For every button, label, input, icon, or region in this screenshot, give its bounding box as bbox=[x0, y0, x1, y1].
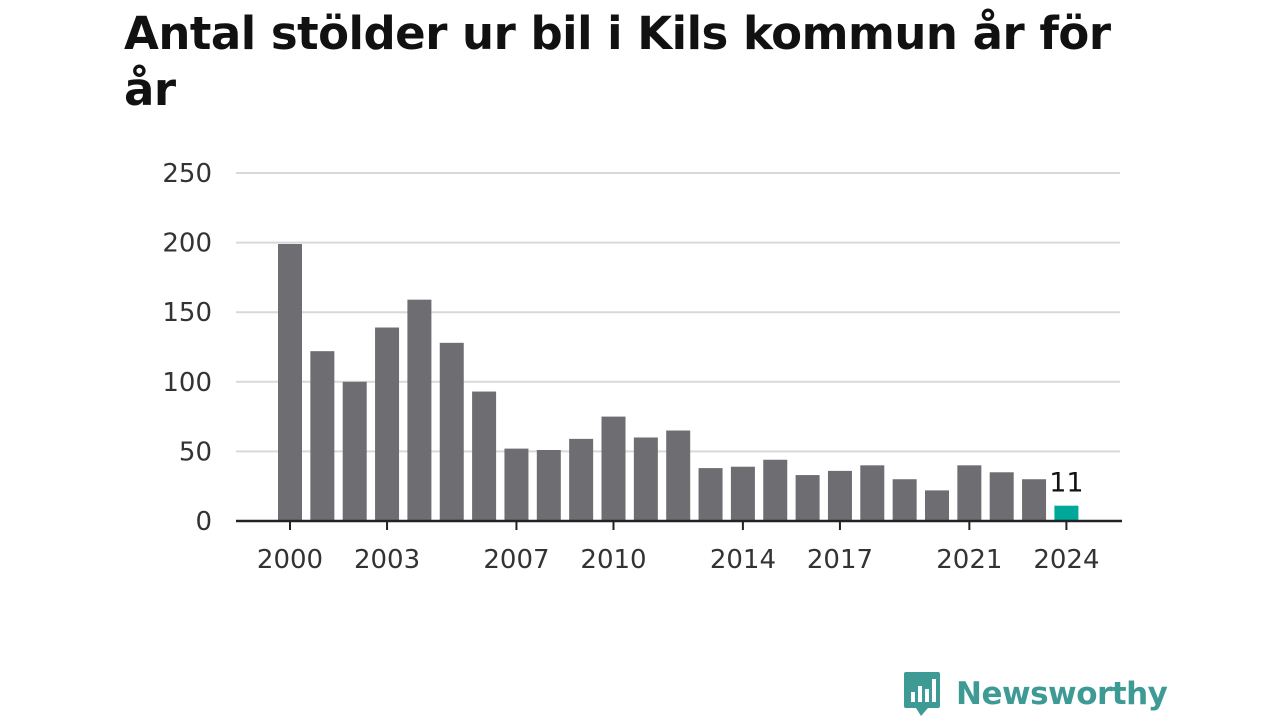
bars bbox=[278, 243, 1079, 521]
x-axis-tick-labels: 2000 2003 2007 2010 2014 2017 2021 2024 bbox=[257, 545, 1100, 575]
bar bbox=[569, 438, 594, 521]
x-tick-label: 2017 bbox=[807, 545, 873, 575]
bar bbox=[504, 448, 529, 521]
y-tick-label: 150 bbox=[162, 298, 212, 328]
bar bbox=[1054, 505, 1079, 521]
bar bbox=[407, 299, 432, 521]
x-tick-label: 2007 bbox=[483, 545, 549, 575]
y-tick-label: 250 bbox=[162, 159, 212, 189]
bar bbox=[633, 437, 658, 521]
bar bbox=[439, 342, 464, 521]
x-tick-label: 2024 bbox=[1033, 545, 1099, 575]
bar bbox=[666, 430, 691, 521]
bar bbox=[472, 391, 497, 521]
bar bbox=[763, 459, 788, 521]
bar bbox=[957, 465, 982, 521]
bar bbox=[310, 351, 335, 521]
bar bbox=[342, 381, 367, 521]
data-label: 11 bbox=[1049, 468, 1083, 499]
gridlines bbox=[236, 172, 1120, 453]
bar bbox=[860, 465, 885, 521]
bar bbox=[892, 479, 917, 521]
bar bbox=[795, 475, 820, 521]
bar bbox=[989, 472, 1014, 521]
bar bbox=[925, 490, 949, 521]
data-labels: 11 bbox=[1049, 468, 1083, 499]
bar bbox=[536, 450, 561, 521]
bar bbox=[1022, 479, 1047, 521]
x-tick-label: 2010 bbox=[580, 545, 646, 575]
bar bbox=[375, 327, 400, 521]
bar bbox=[278, 243, 302, 521]
x-axis bbox=[236, 519, 1122, 530]
bar bbox=[827, 470, 852, 521]
newsworthy-logo-icon bbox=[904, 672, 940, 716]
bar-chart: 0 50 100 150 200 250 2000 2003 2007 2010 2014 2017… bbox=[162, 159, 1122, 575]
bar bbox=[730, 466, 755, 521]
y-tick-label: 200 bbox=[162, 229, 212, 259]
y-tick-label: 0 bbox=[195, 507, 212, 537]
x-tick-label: 2000 bbox=[257, 545, 323, 575]
y-tick-label: 50 bbox=[179, 437, 212, 467]
bar bbox=[698, 468, 723, 521]
brand-name: Newsworthy bbox=[956, 676, 1168, 712]
y-tick-label: 100 bbox=[162, 368, 212, 398]
y-axis-tick-labels: 0 50 100 150 200 250 bbox=[162, 159, 212, 537]
newsworthy-logo: Newsworthy bbox=[902, 670, 1168, 718]
x-tick-label: 2003 bbox=[354, 545, 420, 575]
x-tick-label: 2014 bbox=[710, 545, 776, 575]
x-tick-label: 2021 bbox=[936, 545, 1002, 575]
bar bbox=[601, 416, 626, 521]
chart-title: Antal stölder ur bil i Kils kommun år fö… bbox=[124, 7, 1111, 116]
